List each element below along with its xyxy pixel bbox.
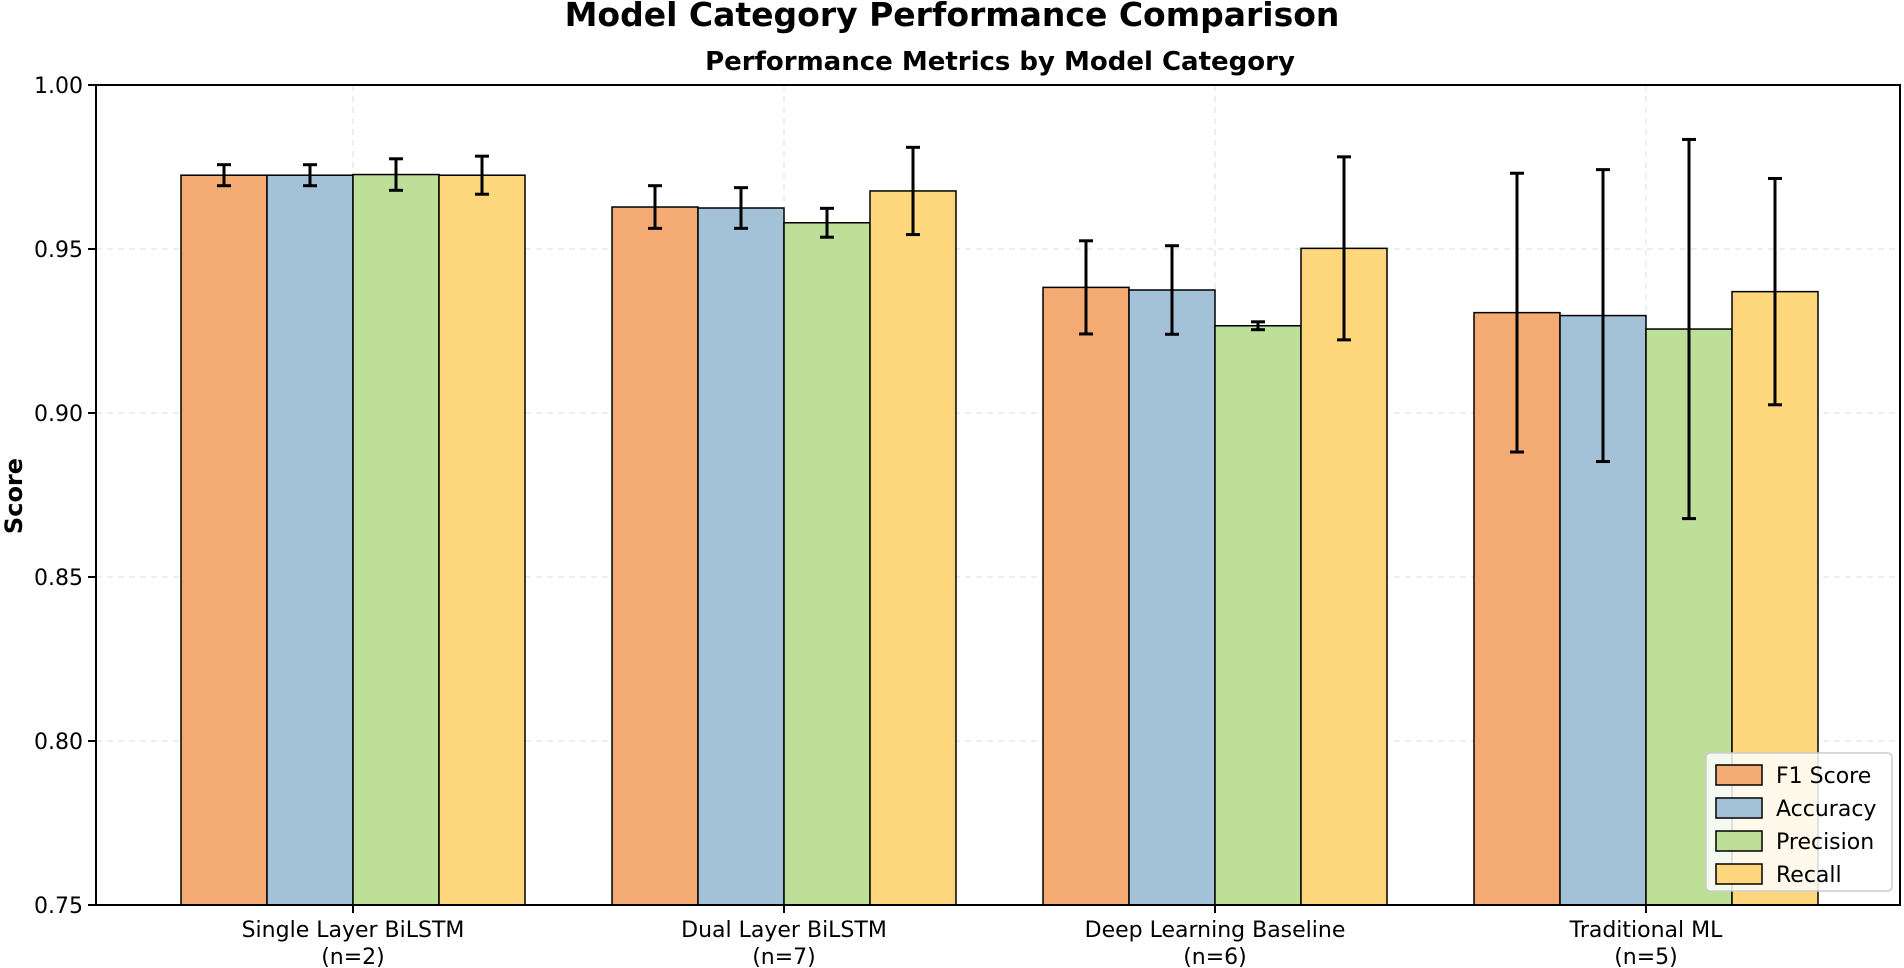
bar [180,174,268,906]
x-tick-label: Traditional ML [1569,918,1724,943]
x-tick-label: Dual Layer BiLSTM [681,918,887,943]
axis-layer: 0.75 0.80 0.85 0.90 0.95 1.00 Single Layer BiL… [34,74,1723,968]
bar [1042,286,1130,906]
x-tick-label: Single Layer BiLSTM [242,918,465,943]
bar [697,207,785,906]
bar [266,174,354,906]
y-tick-label: 0.95 [34,238,83,263]
bar [352,173,440,906]
y-axis-label: Score [0,458,28,534]
y-tick-label: 0.80 [34,730,83,755]
x-tick-count: (n=7) [752,945,816,968]
legend-label: Precision [1776,830,1874,855]
legend-label: F1 Score [1776,764,1871,789]
bar [869,190,957,906]
x-tick-label: Deep Learning Baseline [1085,918,1346,943]
bar [438,174,526,906]
x-tick-count: (n=6) [1183,945,1247,968]
legend-swatch [1715,863,1763,885]
chart-suptitle: Model Category Performance Comparison [565,0,1340,34]
bar [783,222,871,906]
legend-swatch [1715,797,1763,819]
legend-box [1705,752,1893,892]
y-tick-label: 1.00 [34,74,83,99]
legend: F1 Score Accuracy Precision Recall [1705,752,1893,892]
bar [1214,325,1302,906]
x-tick-count: (n=5) [1614,945,1678,968]
y-tick-label: 0.75 [34,894,83,919]
error-bar-layer [217,137,1782,521]
x-tick-count: (n=2) [321,945,385,968]
legend-label: Recall [1776,863,1842,888]
legend-swatch [1715,830,1763,852]
y-tick-label: 0.90 [34,402,83,427]
bar [1128,289,1216,906]
y-tick-label: 0.85 [34,566,83,591]
bar [1300,247,1388,906]
plot-frame [95,84,1901,906]
chart-title: Performance Metrics by Model Category [705,47,1295,77]
bar [611,206,699,906]
legend-label: Accuracy [1776,797,1876,822]
legend-swatch [1715,764,1763,786]
bar-layer [180,173,1819,906]
